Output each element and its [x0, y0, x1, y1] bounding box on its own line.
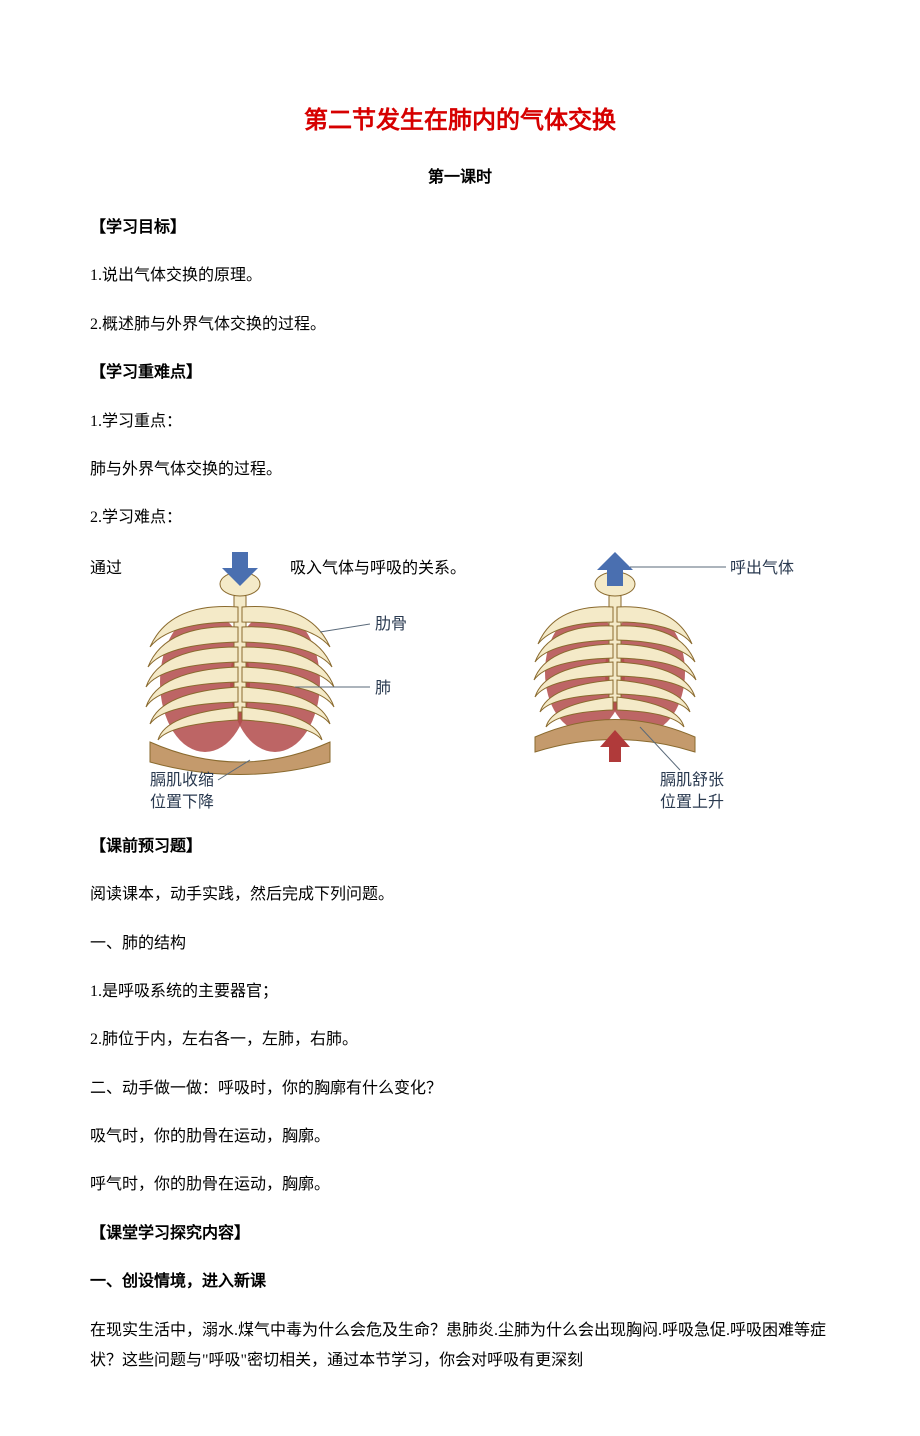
preview-a-1: 1.是呼吸系统的主要器官；	[90, 977, 830, 1007]
section-goal-head: 【学习目标】	[90, 213, 830, 243]
preview-intro: 阅读课本，动手实践，然后完成下列问题。	[90, 880, 830, 910]
keypoint-2: 2.学习难点：	[90, 503, 830, 533]
preview-b-2: 呼气时，你的肋骨在运动，胸廓。	[90, 1170, 830, 1200]
caption-right-l2: 位置上升	[660, 794, 724, 811]
preview-a-2: 2.肺位于内，左右各一，左肺，右肺。	[90, 1025, 830, 1055]
label-rib: 肋骨	[375, 614, 407, 636]
goal-item-1: 1.说出气体交换的原理。	[90, 261, 830, 291]
caption-left-l1: 膈肌收缩	[150, 772, 214, 789]
label-lung: 肺	[375, 678, 391, 700]
lead-rib	[320, 624, 370, 632]
label-exhale: 呼出气体	[730, 558, 794, 580]
ribcage-diagram: 通过 吸入气体与呼吸的关系。	[90, 552, 830, 812]
ribcage-left-svg	[110, 552, 370, 792]
ribcage-right-svg	[490, 552, 740, 792]
preview-a-head: 一、肺的结构	[90, 929, 830, 959]
doc-title: 第二节发生在肺内的气体交换	[90, 100, 830, 135]
caption-right-l1: 膈肌舒张	[660, 772, 724, 789]
preview-b-1: 吸气时，你的肋骨在运动，胸廓。	[90, 1122, 830, 1152]
explore-sub-head: 一、创设情境，进入新课	[90, 1267, 830, 1297]
section-preview-head: 【课前预习题】	[90, 832, 830, 862]
keypoint-1: 1.学习重点：	[90, 407, 830, 437]
explore-body: 在现实生活中，溺水.煤气中毒为什么会危及生命？患肺炎.尘肺为什么会出现胸闷.呼吸…	[90, 1316, 830, 1377]
goal-item-2: 2.概述肺与外界气体交换的过程。	[90, 310, 830, 340]
caption-left-l2: 位置下降	[150, 794, 214, 811]
section-keypoint-head: 【学习重难点】	[90, 358, 830, 388]
preview-b-head: 二、动手做一做：呼吸时，你的胸廓有什么变化？	[90, 1074, 830, 1104]
section-explore-head: 【课堂学习探究内容】	[90, 1219, 830, 1249]
doc-subtitle: 第一课时	[90, 163, 830, 187]
doc-title-text: 第二节发生在肺内的气体交换	[304, 107, 616, 134]
keypoint-1-body: 肺与外界气体交换的过程。	[90, 455, 830, 485]
